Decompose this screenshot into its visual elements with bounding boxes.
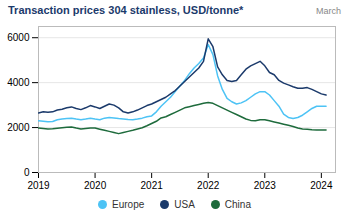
svg-text:4000: 4000 bbox=[7, 77, 30, 88]
html-text:China: China bbox=[224, 198, 251, 210]
svg-text:2021: 2021 bbox=[141, 180, 164, 191]
html-text:Europe: Europe bbox=[112, 198, 145, 210]
svg-text:2019: 2019 bbox=[27, 180, 50, 191]
svg-text:2020: 2020 bbox=[84, 180, 107, 191]
svg-text:6000: 6000 bbox=[7, 32, 30, 43]
svg-text:2023: 2023 bbox=[254, 180, 277, 191]
svg-text:2022: 2022 bbox=[197, 180, 220, 191]
html-text:USA: USA bbox=[174, 198, 195, 210]
svg-text:2024: 2024 bbox=[310, 180, 333, 191]
html-text:March: March bbox=[316, 6, 341, 16]
svg-text:0: 0 bbox=[24, 167, 30, 178]
html-text:Transaction prices 304 stainle: Transaction prices 304 stainless, USD/to… bbox=[8, 4, 244, 16]
svg-text:2000: 2000 bbox=[7, 122, 30, 133]
